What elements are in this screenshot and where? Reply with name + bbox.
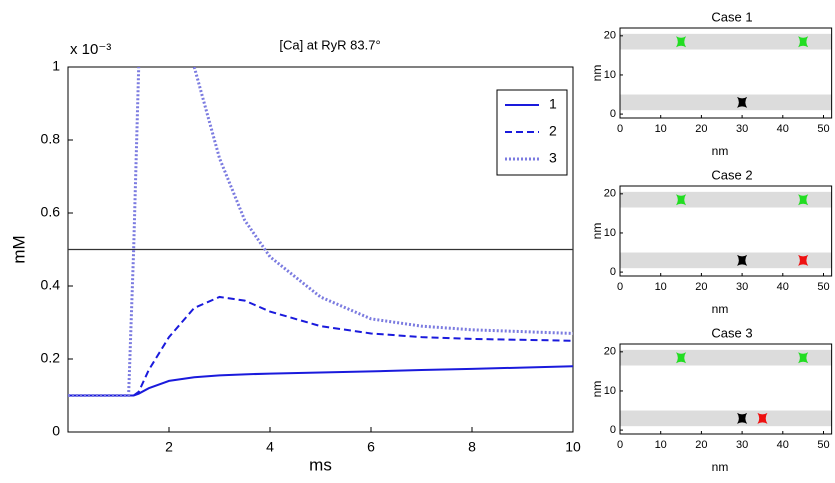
case-panel: 0 10 20 30 40 50 0 10 20 Case 2 nm nm (590, 167, 833, 316)
x-tick-label: 2 (165, 439, 173, 455)
channel (676, 352, 687, 364)
channel (798, 254, 809, 266)
membrane-band (620, 94, 832, 111)
channel (737, 254, 748, 266)
x-tick-label: 0 (617, 281, 623, 293)
x-tick-label: 30 (736, 123, 748, 135)
y-tick-label: 10 (604, 385, 616, 397)
legend-label: 3 (549, 150, 557, 166)
x-tick-label: 40 (777, 439, 789, 451)
x-tick-label: 8 (468, 439, 476, 455)
y-tick-label: 0 (610, 424, 616, 436)
chart-title: [Ca] at RyR 83.7° (279, 37, 380, 52)
x-tick-label: 20 (695, 123, 707, 135)
y-tick-label: 10 (604, 69, 616, 81)
y-tick-label: 0.2 (41, 350, 61, 366)
channel (676, 36, 687, 48)
y-axis-label: nm (590, 223, 604, 240)
x-tick-label: 10 (655, 281, 667, 293)
membrane-band (620, 191, 832, 208)
y-tick-label: 20 (604, 188, 616, 200)
channel (737, 96, 748, 108)
membrane-band (620, 252, 832, 269)
x-tick-label: 50 (817, 439, 829, 451)
channel (757, 412, 768, 424)
x-tick-label: 4 (266, 439, 274, 455)
legend-label: 2 (549, 123, 557, 139)
y-tick-label: 0 (610, 266, 616, 278)
plot-area (619, 27, 833, 119)
x-tick-label: 6 (367, 439, 375, 455)
y-tick-label: 0.8 (41, 131, 61, 147)
channel (676, 194, 687, 206)
x-axis-label: nm (712, 144, 729, 158)
channel (798, 352, 809, 364)
y-tick-label: 20 (604, 346, 616, 358)
y-axis-label: nm (590, 381, 604, 398)
x-tick-label: 0 (617, 439, 623, 451)
series-line (68, 67, 573, 397)
membrane-band (620, 349, 832, 366)
x-tick-label: 10 (565, 439, 581, 455)
series-line (68, 295, 573, 397)
x-tick-label: 40 (777, 123, 789, 135)
x-tick-label: 20 (695, 281, 707, 293)
x-tick-label: 40 (777, 281, 789, 293)
channel (798, 36, 809, 48)
y-tick-label: 0 (52, 423, 60, 439)
panel-title: Case 1 (711, 9, 752, 24)
x-tick-label: 10 (655, 439, 667, 451)
case-panel: 0 10 20 30 40 50 0 10 20 Case 3 nm nm (590, 325, 833, 474)
y-tick-label: 1 (52, 58, 60, 74)
channel (798, 194, 809, 206)
y-tick-label: 0.6 (41, 204, 61, 220)
panel-title: Case 3 (711, 325, 752, 340)
x-tick-label: 50 (817, 123, 829, 135)
x-tick-label: 20 (695, 439, 707, 451)
x-tick-label: 50 (817, 281, 829, 293)
y-tick-label: 0 (610, 108, 616, 120)
x-tick-label: 30 (736, 281, 748, 293)
case-panel: 0 10 20 30 40 50 0 10 20 Case 1 nm nm (590, 9, 833, 158)
plot-area (619, 343, 833, 435)
y-tick-label: 20 (604, 30, 616, 42)
y-axis-label: nm (590, 65, 604, 82)
y-tick-label: 0.4 (41, 277, 61, 293)
plot-area (619, 185, 833, 277)
y-axis-label: mM (9, 235, 28, 263)
x-axis-label: ms (309, 455, 332, 474)
y-tick-label: 10 (604, 227, 616, 239)
series-line (68, 365, 573, 397)
x-axis-label: nm (712, 460, 729, 474)
membrane-band (620, 410, 832, 427)
legend-label: 1 (549, 96, 557, 112)
panel-title: Case 2 (711, 167, 752, 182)
channel (737, 412, 748, 424)
y-multiplier: x 10⁻³ (70, 41, 111, 58)
membrane-band (620, 33, 832, 50)
x-axis-label: nm (712, 302, 729, 316)
x-tick-label: 0 (617, 123, 623, 135)
x-tick-label: 30 (736, 439, 748, 451)
x-tick-label: 10 (655, 123, 667, 135)
